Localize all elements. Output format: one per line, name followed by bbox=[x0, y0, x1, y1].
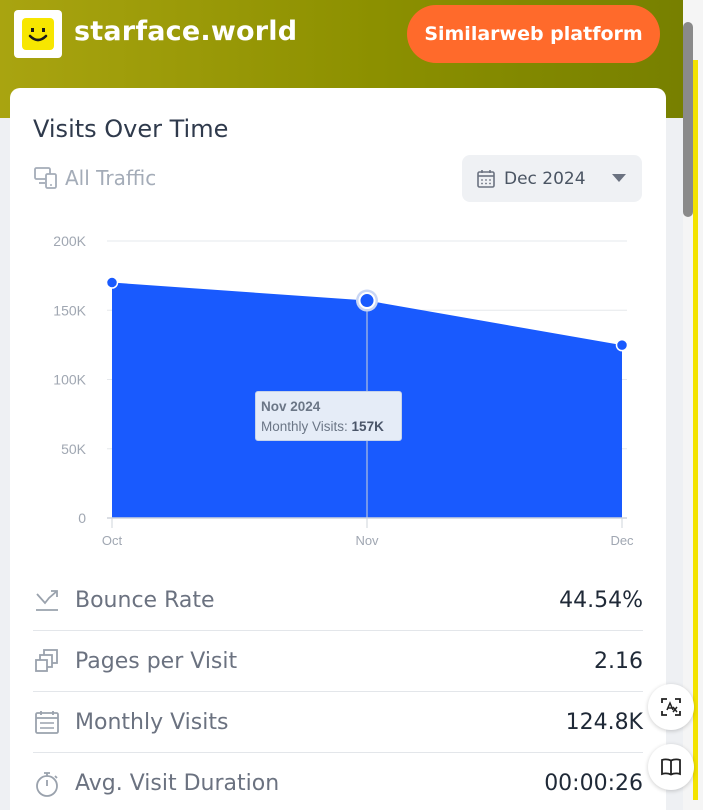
screenshot-translate-button[interactable] bbox=[648, 684, 694, 730]
reader-mode-button[interactable] bbox=[648, 744, 694, 790]
stopwatch-icon bbox=[33, 770, 61, 798]
data-point[interactable] bbox=[615, 338, 629, 352]
tooltip-title: Nov 2024 bbox=[261, 399, 321, 414]
y-tick-label: 0 bbox=[78, 510, 86, 526]
x-tick-label: Dec bbox=[610, 533, 634, 548]
traffic-filter[interactable]: All Traffic bbox=[33, 163, 156, 193]
calendar-small-icon bbox=[477, 169, 495, 188]
visits-card: Visits Over Time All Traffic Dec 2024 20… bbox=[10, 88, 666, 810]
metric-label: Bounce Rate bbox=[75, 587, 215, 613]
metric-value: 124.8K bbox=[565, 709, 643, 735]
metric-label: Pages per Visit bbox=[75, 648, 238, 674]
y-tick-label: 100K bbox=[53, 372, 86, 388]
book-icon bbox=[661, 758, 681, 776]
site-name: starface.world bbox=[74, 16, 298, 47]
yellow-edge-strip bbox=[693, 60, 698, 800]
bounce-rate-icon bbox=[33, 586, 61, 614]
metric-value: 44.54% bbox=[559, 587, 643, 613]
y-tick-label: 50K bbox=[61, 441, 87, 457]
metric-row: Avg. Visit Duration 00:00:26 bbox=[33, 753, 643, 810]
y-tick-label: 200K bbox=[53, 233, 86, 249]
date-select[interactable]: Dec 2024 bbox=[462, 155, 642, 202]
smiley-logo-icon bbox=[22, 18, 54, 50]
data-point[interactable] bbox=[105, 276, 119, 289]
metric-value: 2.16 bbox=[594, 648, 643, 674]
metric-value: 00:00:26 bbox=[544, 771, 643, 796]
x-tick-label: Nov bbox=[355, 533, 379, 548]
metric-row: Monthly Visits 124.8K bbox=[33, 692, 643, 753]
traffic-filter-label: All Traffic bbox=[65, 166, 157, 190]
x-tick-label: Oct bbox=[102, 533, 123, 548]
pages-icon bbox=[33, 647, 61, 675]
site-logo bbox=[14, 10, 62, 58]
card-title: Visits Over Time bbox=[33, 115, 229, 143]
y-tick-label: 150K bbox=[53, 302, 86, 318]
tooltip-value: 157K bbox=[351, 419, 384, 434]
chevron-down-icon bbox=[612, 174, 626, 182]
metric-row: Pages per Visit 2.16 bbox=[33, 631, 643, 692]
data-point[interactable] bbox=[358, 292, 376, 310]
calendar-icon bbox=[33, 708, 61, 736]
chart-tooltip: Nov 2024 Monthly Visits: 157K bbox=[255, 391, 402, 441]
date-select-value: Dec 2024 bbox=[504, 168, 586, 189]
devices-icon bbox=[34, 167, 57, 189]
metric-label: Avg. Visit Duration bbox=[75, 771, 280, 796]
metrics-list: Bounce Rate 44.54% Pages per Visit 2.16 Mont… bbox=[33, 570, 643, 810]
metric-row: Bounce Rate 44.54% bbox=[33, 570, 643, 631]
scrollbar-thumb[interactable] bbox=[683, 22, 693, 217]
tooltip-label: Monthly Visits: bbox=[261, 419, 348, 434]
scan-translate-icon bbox=[661, 698, 681, 716]
metric-label: Monthly Visits bbox=[75, 709, 229, 735]
similarweb-platform-button[interactable]: Similarweb platform bbox=[407, 5, 660, 63]
visits-chart: 200K 150K 100K 50K 0 Oct Nov Dec bbox=[53, 233, 634, 548]
